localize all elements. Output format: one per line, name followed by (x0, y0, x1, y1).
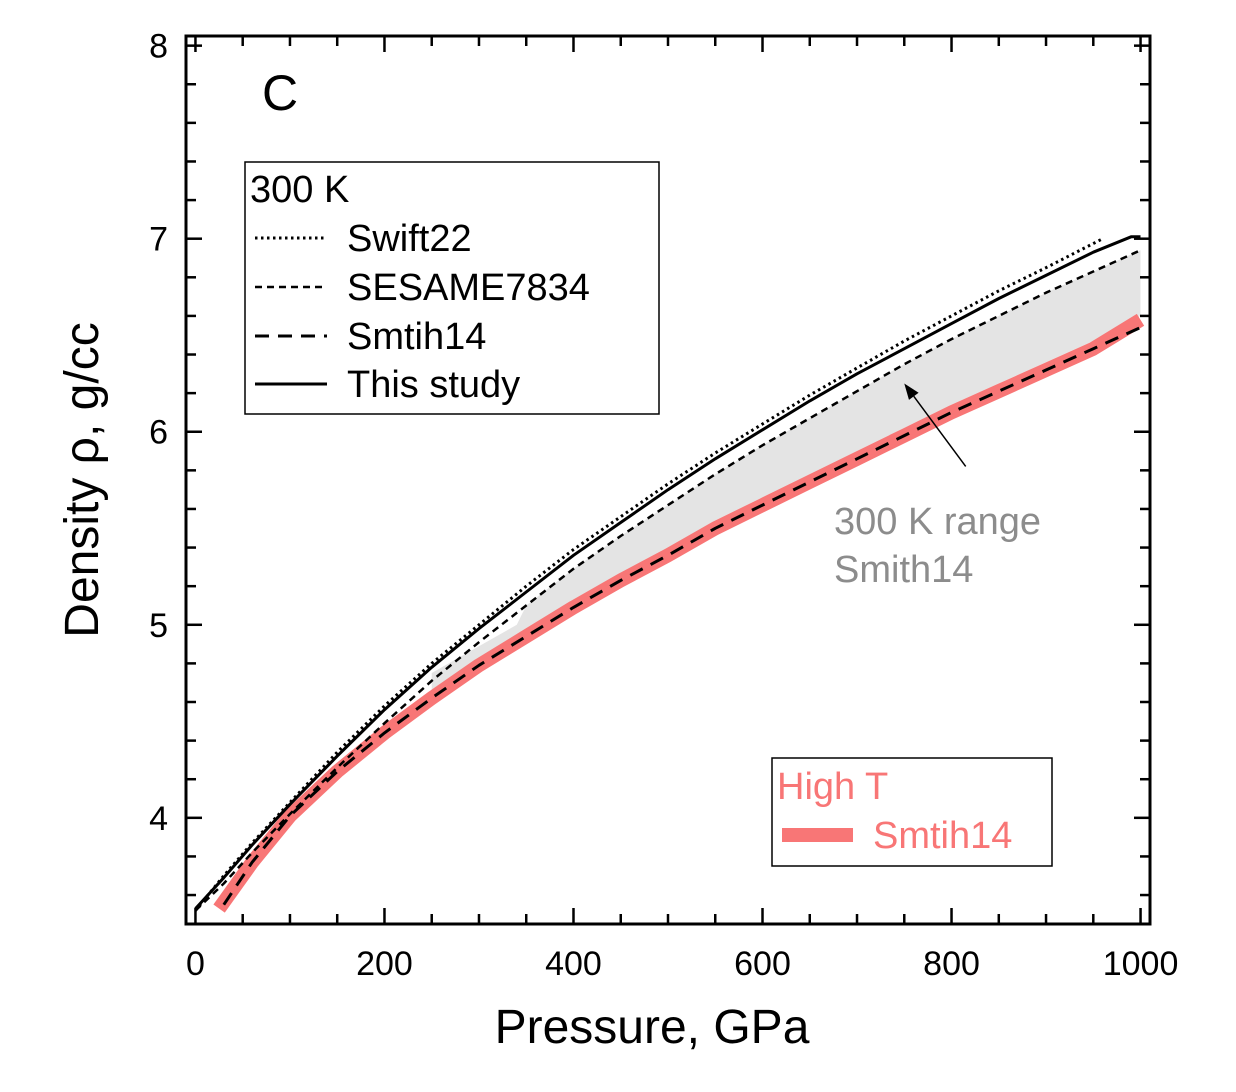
x-axis-label: Pressure, GPa (495, 1001, 810, 1054)
ticks-layer: 0 200 400 600 800 1000 4 5 6 7 8 (149, 28, 1178, 983)
legend-high-t-title: High T (777, 766, 888, 808)
series-this-study (194, 235, 1141, 910)
series-smtih14 (222, 326, 1142, 906)
annotation-arrow-head (904, 383, 919, 400)
y-tick-label: 4 (149, 800, 168, 838)
range-band-300k-smith14 (431, 250, 1141, 691)
y-tick-label: 8 (149, 28, 168, 66)
annotation-line-2: Smith14 (834, 549, 973, 591)
y-tick-label: 7 (149, 221, 168, 259)
legend-high-t-box (771, 757, 1053, 867)
y-tick-label: 5 (149, 607, 168, 645)
legend-high-t: High T Smtih14 (771, 757, 1053, 867)
series-sesame7834 (194, 249, 1142, 912)
y-tick-label: 6 (149, 414, 168, 452)
legend-label-this-study: This study (347, 364, 520, 406)
y-axis-label: Density ρ, g/cc (56, 322, 109, 637)
x-tick-label: 800 (923, 945, 980, 983)
x-tick-label: 400 (545, 945, 602, 983)
annotation-line-1: 300 K range (834, 501, 1041, 543)
legend-300k: 300 K Swift22 SESAME7834 Smtih14 This st… (244, 161, 660, 415)
range-annotation: 300 K range Smith14 (834, 383, 1041, 591)
legend-300k-title: 300 K (250, 169, 349, 211)
panel-label: C (262, 65, 298, 121)
legend-label-smtih14: Smtih14 (347, 316, 486, 358)
series-layer (194, 235, 1145, 913)
x-tick-label: 0 (186, 945, 205, 983)
range-band-layer (431, 250, 1141, 691)
x-tick-label: 200 (356, 945, 413, 983)
plot-frame (184, 34, 1152, 926)
legend-label-swift22: Swift22 (347, 218, 472, 260)
x-tick-label: 600 (734, 945, 791, 983)
legend-300k-box (244, 161, 660, 415)
legend-label-sesame7834: SESAME7834 (347, 267, 590, 309)
annotation-arrow-line (913, 395, 967, 467)
x-tick-label: 1000 (1103, 945, 1179, 983)
legend-label-high-t-smtih14: Smtih14 (873, 815, 1012, 857)
